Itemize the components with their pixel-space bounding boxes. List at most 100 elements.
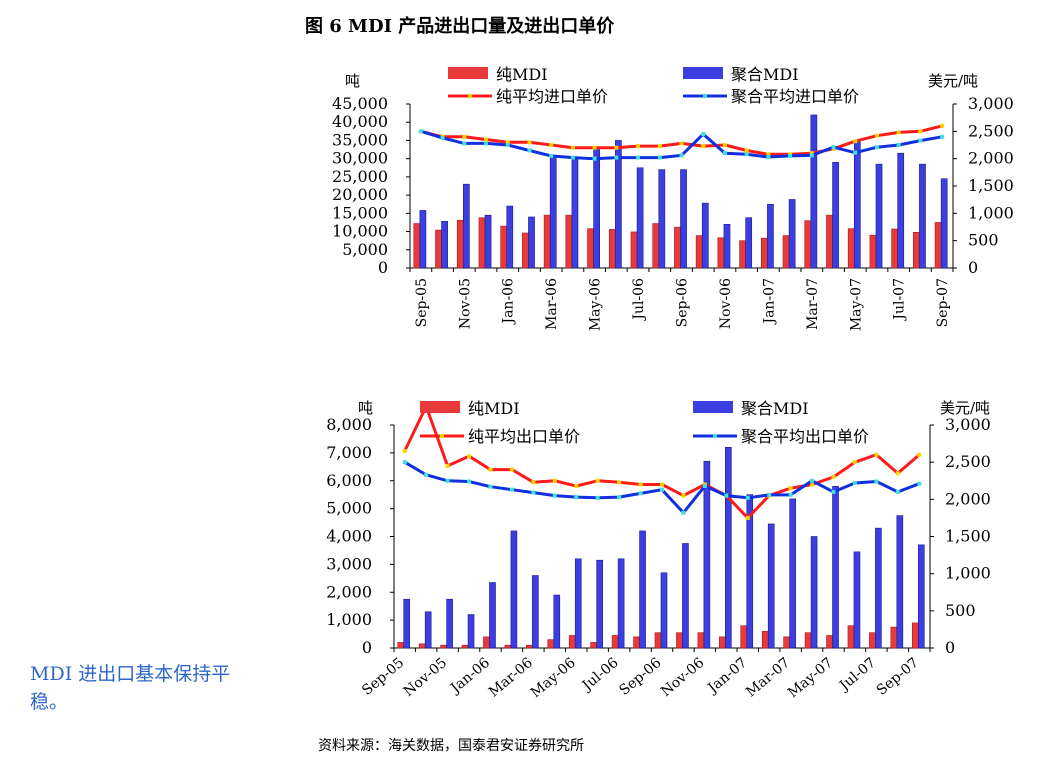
pure-mdi-bar <box>676 632 683 649</box>
poly-mdi-bar <box>615 140 622 269</box>
pure-mdi-bar <box>719 636 726 649</box>
poly-price-point <box>660 487 664 492</box>
legend-label: 纯MDI <box>496 65 548 84</box>
source-note: 资料来源：海关数据，国泰君安证券研究所 <box>318 738 584 754</box>
pure-price-point <box>638 482 643 487</box>
poly-price-point <box>810 478 815 483</box>
pure-price-point <box>614 145 619 150</box>
legend-marker <box>703 94 707 98</box>
poly-price-point <box>467 479 472 484</box>
poly-mdi-bar <box>832 162 839 269</box>
x-tick-label: Jan-06 <box>501 278 517 326</box>
poly-mdi-bar <box>510 530 518 649</box>
x-tick-label: Jul-06 <box>578 655 622 695</box>
pure-mdi-bar <box>478 217 486 269</box>
pure-price-point <box>570 145 575 150</box>
x-tick-label: Mar-06 <box>486 655 536 701</box>
pure-mdi-bar <box>717 237 725 269</box>
left-tick-label: 45,000 <box>332 94 388 113</box>
poly-mdi-bar <box>703 460 711 649</box>
pure-mdi-bar <box>587 228 594 269</box>
poly-price-point <box>918 138 923 143</box>
left-tick-label: 0 <box>378 258 388 277</box>
pure-mdi-bar <box>630 231 638 269</box>
pure-mdi-bar <box>891 228 899 269</box>
poly-mdi-bar <box>919 163 926 269</box>
poly-mdi-bar <box>596 559 603 649</box>
left-tick-label: 5,000 <box>342 240 388 259</box>
x-tick-label: Jan-06 <box>446 655 493 698</box>
pure-price-point <box>617 480 622 485</box>
poly-price-point <box>702 483 707 488</box>
poly-price-point <box>788 153 793 158</box>
poly-mdi-bar <box>660 572 668 649</box>
pure-mdi-bar <box>826 214 833 269</box>
pure-mdi-bar <box>761 630 769 649</box>
legend-label: 纯平均进口单价 <box>496 87 608 106</box>
x-tick-label: May-07 <box>785 655 836 701</box>
poly-mdi-bar <box>467 614 475 649</box>
pure-price-point <box>549 143 554 147</box>
right-tick-label: 1,500 <box>968 176 1014 195</box>
legend-swatch <box>683 67 723 79</box>
poly-price-point <box>636 155 641 160</box>
legend-label: 纯平均出口单价 <box>468 427 580 446</box>
right-tick-label: 2,000 <box>968 149 1014 168</box>
poly-price-point <box>681 510 686 515</box>
chart-export: 0 1,000 2,000 3,000 4,000 5,000 6,000 7,000 8,00… <box>326 399 991 701</box>
pure-mdi-bar <box>483 636 490 649</box>
left-tick-label: 15,000 <box>332 203 388 222</box>
right-tick-label: 0 <box>945 638 955 657</box>
pure-price-point <box>488 467 493 472</box>
poly-mdi-bar <box>701 202 709 269</box>
pure-mdi-bar <box>739 240 746 269</box>
poly-price-point <box>744 152 749 157</box>
pure-mdi-bar <box>413 223 421 269</box>
poly-price-point <box>853 150 858 155</box>
pure-mdi-bar <box>565 214 573 269</box>
legend-marker <box>468 94 472 98</box>
x-tick-label: Jul-07 <box>835 655 879 695</box>
pure-mdi-bar <box>913 231 920 269</box>
pure-price-point <box>552 478 557 483</box>
poly-mdi-bar <box>853 140 861 269</box>
x-tick-label: Sep-05 <box>414 278 430 327</box>
pure-price-point <box>918 129 923 134</box>
pure-mdi-bar <box>674 226 681 269</box>
x-tick-label: Sep-06 <box>675 278 691 327</box>
pure-price-point <box>701 144 706 149</box>
pure-mdi-bar <box>804 632 812 649</box>
pure-price-point <box>917 452 922 457</box>
x-tick-label: Nov-06 <box>658 655 708 700</box>
poly-price-point <box>809 153 814 158</box>
poly-price-point <box>940 134 945 139</box>
pure-mdi-bar <box>847 228 855 269</box>
pure-mdi-bar <box>934 222 942 269</box>
poly-mdi-bar <box>574 558 582 649</box>
pure-price-point <box>445 463 450 468</box>
legend-label: 聚合MDI <box>741 399 809 418</box>
left-tick-label: 35,000 <box>332 130 388 149</box>
poly-mdi-bar <box>617 558 625 649</box>
poly-mdi-bar <box>875 163 883 269</box>
pure-mdi-bar <box>440 644 447 649</box>
left-tick-label: 3,000 <box>326 554 372 573</box>
poly-mdi-bar <box>682 543 689 649</box>
poly-mdi-bar <box>789 498 796 649</box>
poly-mdi-bar <box>767 523 775 649</box>
poly-mdi-bar <box>788 199 796 269</box>
pure-price-point <box>940 123 945 128</box>
left-tick-label: 4,000 <box>326 527 372 546</box>
x-tick-label: Mar-07 <box>743 655 793 701</box>
pure-mdi-bar <box>418 643 426 649</box>
pure-price-point <box>874 452 879 457</box>
pure-price-point <box>462 134 467 139</box>
pure-price-point <box>874 133 879 138</box>
pure-price-point <box>766 152 771 157</box>
left-unit: 吨 <box>358 399 373 417</box>
poly-price-point <box>440 135 445 140</box>
x-tick-label: Sep-06 <box>616 655 664 699</box>
legend-label: 聚合平均出口单价 <box>741 427 869 446</box>
poly-price-point <box>766 155 771 160</box>
poly-mdi-bar <box>746 494 754 649</box>
